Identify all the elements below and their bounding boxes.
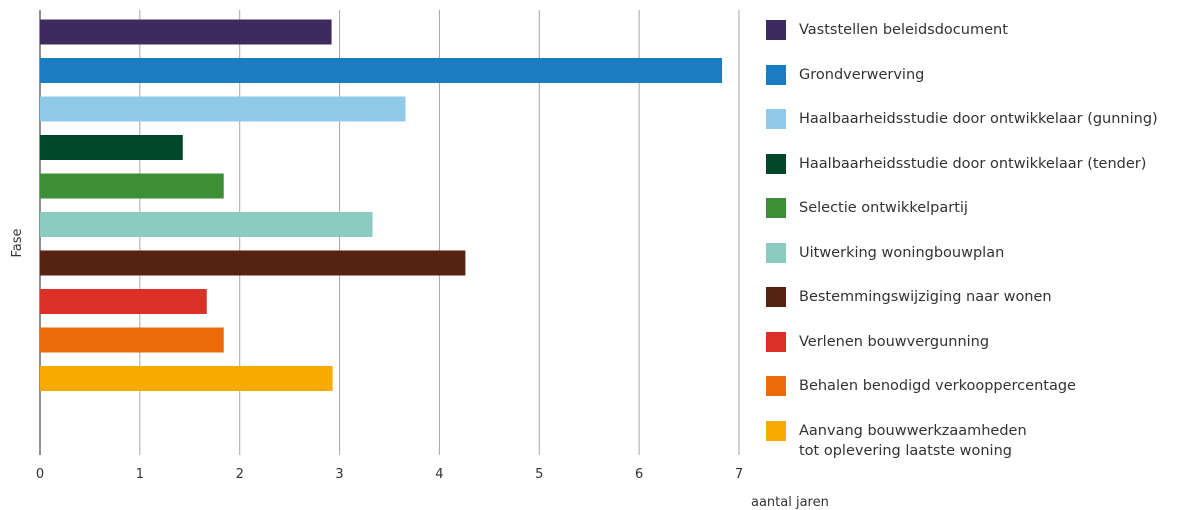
legend-item: Grondverwerving: [766, 64, 924, 85]
bar: [40, 212, 373, 237]
legend-label-line: Haalbaarheidsstudie door ontwikkelaar (t…: [799, 155, 1147, 172]
legend-label: Uitwerking woningbouwplan: [799, 243, 1004, 263]
legend-swatch: [766, 420, 786, 441]
legend-label: Verlenen bouwvergunning: [799, 332, 989, 352]
bar: [40, 173, 224, 199]
legend-item: Haalbaarheidsstudie door ontwikkelaar (t…: [766, 153, 1146, 174]
x-tick-label: 7: [735, 467, 743, 482]
x-axis-title: aantal jaren: [751, 495, 829, 510]
legend-swatch: [766, 198, 786, 218]
legend-label-line: tot oplevering laatste woning: [799, 442, 1012, 459]
bar: [40, 19, 332, 45]
y-axis-title: Fase: [10, 228, 25, 257]
legend-label: Grondverwerving: [799, 65, 924, 85]
legend-label-line: Behalen benodigd verkooppercentage: [799, 378, 1076, 394]
legend-label-line: Vaststellen beleidsdocument: [799, 22, 1008, 38]
legend-label-line: Aanvang bouwwerkzaamheden: [799, 422, 1027, 439]
legend-label: Bestemmingswijziging naar wonen: [799, 287, 1052, 307]
bar: [40, 250, 466, 276]
bar: [40, 135, 183, 160]
x-tick-label: 6: [635, 467, 643, 482]
legend-item: Bestemmingswijziging naar wonen: [766, 287, 1052, 307]
legend-item: Aanvang bouwwerkzaamheden tot oplevering …: [766, 420, 1027, 461]
legend-label-line: Haalbaarheidsstudie door ontwikkelaar (g…: [799, 111, 1158, 127]
legend-item: Haalbaarheidsstudie door ontwikkelaar (g…: [766, 109, 1158, 129]
legend-item: Selectie ontwikkelpartij: [766, 198, 968, 218]
x-tick-label: 3: [335, 467, 343, 482]
legend-swatch: [766, 287, 786, 307]
legend-item: Verlenen bouwvergunning: [766, 331, 989, 352]
legend-swatch: [766, 153, 786, 174]
legend-label-line: Selectie ontwikkelpartij: [799, 200, 968, 216]
legend-label: Selectie ontwikkelpartij: [799, 198, 968, 218]
bar: [40, 289, 207, 314]
bar: [40, 58, 723, 83]
bar: [40, 366, 333, 391]
legend-label: Haalbaarheidsstudie door ontwikkelaar (g…: [799, 109, 1158, 129]
legend-swatch: [766, 20, 786, 40]
x-tick-label: 2: [236, 467, 244, 482]
legend-label-line: Grondverwerving: [799, 66, 925, 83]
legend-item: Behalen benodigd verkooppercentage: [766, 376, 1076, 396]
legend-label: Aanvang bouwwerkzaamheden tot oplevering …: [799, 421, 1027, 461]
legend-swatch: [766, 331, 786, 352]
bar: [40, 327, 224, 353]
legend-label-line: Verlenen bouwvergunning: [799, 333, 990, 350]
x-tick-label: 5: [535, 467, 543, 482]
x-tick-label: 1: [136, 467, 144, 482]
bars: [40, 19, 723, 391]
x-tick-label: 4: [435, 467, 443, 482]
bar: [40, 96, 406, 122]
legend-swatch: [766, 242, 786, 263]
legend-item: Vaststellen beleidsdocument: [766, 20, 1008, 40]
legend-swatch: [766, 109, 786, 129]
x-tick-label: 0: [36, 467, 44, 482]
legend-label-line: Uitwerking woningbouwplan: [799, 244, 1005, 261]
legend-label: Haalbaarheidsstudie door ontwikkelaar (t…: [799, 154, 1146, 174]
legend-swatch: [766, 376, 786, 396]
legend-swatch: [766, 64, 786, 85]
x-axis: 0 1 2 3 4 5 6 7: [36, 467, 743, 482]
legend-item: Uitwerking woningbouwplan: [766, 242, 1004, 263]
legend-label: Behalen benodigd verkooppercentage: [799, 376, 1076, 396]
legend-label: Vaststellen beleidsdocument: [799, 20, 1008, 40]
legend-label-line: Bestemmingswijziging naar wonen: [799, 289, 1052, 305]
